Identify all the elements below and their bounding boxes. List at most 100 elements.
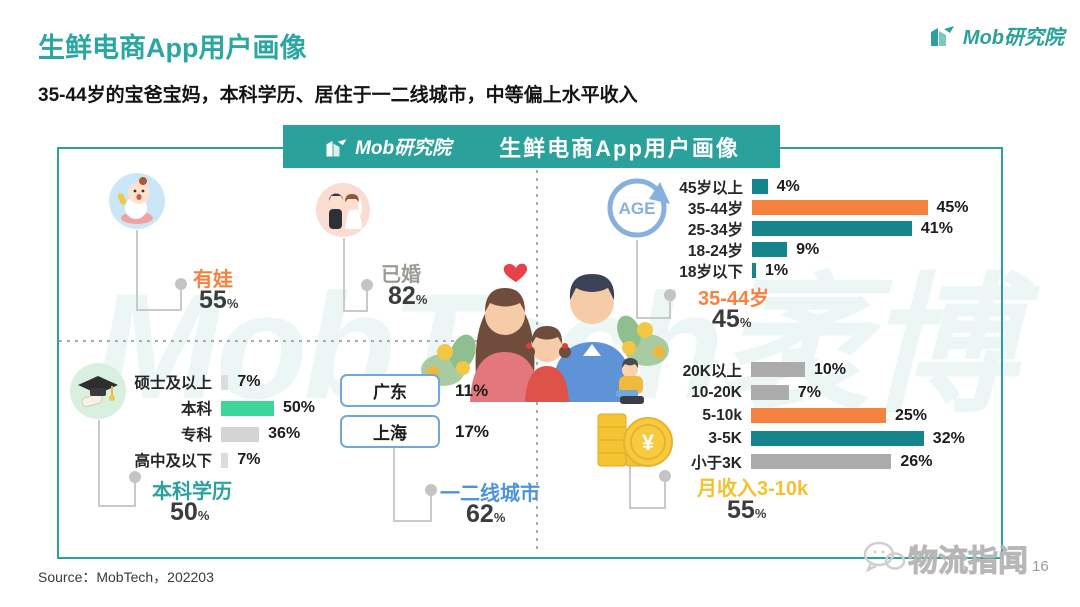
chart-row-income: 10-20K 7% xyxy=(650,381,965,404)
chart-row-age: 25-34岁 41% xyxy=(637,218,969,239)
page-number: 16 xyxy=(1032,558,1049,575)
svg-text:AGE: AGE xyxy=(619,199,656,218)
chart-row-age: 18岁以下 1% xyxy=(637,260,969,281)
chart-row-education: 专科 36% xyxy=(116,421,315,447)
city-name-box: 广东 xyxy=(340,374,440,407)
value-label: 45% xyxy=(936,198,969,216)
value-label: 26% xyxy=(900,452,933,470)
brand-logo-text: Mob研究院 xyxy=(962,26,1064,49)
age-chart: 45岁以上 4% 35-44岁 45% 25-34岁 41% 18-24岁 9% 18岁以下 1% xyxy=(637,176,969,281)
category-label: 硕士及以上 xyxy=(134,375,212,392)
value-label: 4% xyxy=(776,177,800,195)
income-highlight-value: 55% xyxy=(727,496,767,524)
age-highlight-value: 45% xyxy=(712,305,752,333)
married-value: 82% xyxy=(388,282,428,310)
city-value: 17% xyxy=(455,421,490,441)
panel-header-title: 生鲜电商App用户画像 xyxy=(499,135,740,161)
bar xyxy=(752,179,768,194)
bar xyxy=(221,452,229,468)
bar xyxy=(752,263,756,278)
value-label: 1% xyxy=(765,261,789,279)
coin-stack: ¥ xyxy=(597,413,673,467)
education-highlight-value: 50% xyxy=(170,498,210,526)
category-label: 本科 xyxy=(180,401,212,418)
dad xyxy=(551,274,635,402)
education-chart: 硕士及以上 7% 本科 50% 专科 36% 高中及以下 7% xyxy=(116,369,315,473)
bar xyxy=(751,362,805,377)
value-label: 36% xyxy=(268,425,301,442)
svg-text:¥: ¥ xyxy=(642,430,655,455)
bar xyxy=(751,408,886,423)
income-chart: 20K以上 10% 10-20K 7% 5-10k 25% 3-5K 32% 小于3K 26% xyxy=(650,358,965,473)
daughter xyxy=(523,326,571,402)
wedding-couple-icon xyxy=(316,183,370,237)
value-label: 7% xyxy=(237,373,261,390)
bar xyxy=(221,374,229,390)
mob-building-icon-white xyxy=(323,134,349,160)
value-label: 41% xyxy=(920,219,953,237)
age-badge-icon: AGE xyxy=(602,172,672,242)
panel-header-brand: Mob研究院 xyxy=(323,133,451,160)
value-label: 32% xyxy=(932,429,965,447)
page-title: 生鲜电商App用户画像 xyxy=(38,33,307,63)
income-highlight-label: 月收入3-10k xyxy=(697,478,809,500)
baby-icon xyxy=(109,173,165,229)
category-label: 高中及以下 xyxy=(134,453,212,470)
category-label: 45岁以上 xyxy=(679,179,743,197)
chart-row-education: 高中及以下 7% xyxy=(116,447,315,473)
bar xyxy=(221,400,274,416)
value-label: 50% xyxy=(283,399,316,416)
value-label: 10% xyxy=(814,360,847,378)
category-label: 3-5K xyxy=(708,429,742,447)
value-label: 9% xyxy=(796,240,820,258)
mob-building-icon xyxy=(927,20,957,50)
chart-row-age: 18-24岁 9% xyxy=(637,239,969,260)
chart-row-education: 本科 50% xyxy=(116,395,315,421)
source-note: Source：MobTech，202203 xyxy=(38,569,214,585)
money-coins-icon: ¥ xyxy=(592,358,676,470)
city-highlight-label: 一二线城市 xyxy=(440,483,540,505)
graduation-cap-icon xyxy=(70,363,126,419)
education-highlight-label: 本科学历 xyxy=(152,481,232,503)
chart-row-education: 硕士及以上 7% xyxy=(116,369,315,395)
city-value: 11% xyxy=(455,380,489,400)
chart-row-income: 20K以上 10% xyxy=(650,358,965,381)
category-label: 35-44岁 xyxy=(687,200,743,218)
chart-row-income: 小于3K 26% xyxy=(650,450,965,473)
city-name-box: 上海 xyxy=(340,415,440,448)
flowers-right xyxy=(617,315,669,366)
category-label: 专科 xyxy=(180,427,212,444)
kids-label: 有娃 xyxy=(193,269,233,291)
kids-value: 55% xyxy=(199,286,239,314)
city-list: 广东 11% 上海 17% xyxy=(340,374,489,448)
chart-row-age: 45岁以上 4% xyxy=(637,176,969,197)
bar xyxy=(751,454,892,469)
bar xyxy=(752,200,928,215)
bar xyxy=(752,242,788,257)
category-label: 5-10k xyxy=(702,406,742,424)
heart-icon xyxy=(503,263,528,282)
brand-logo: Mob研究院 xyxy=(927,20,1064,50)
category-label: 25-34岁 xyxy=(687,221,743,239)
category-label: 10-20K xyxy=(691,383,742,401)
category-label: 20K以上 xyxy=(682,362,742,380)
bar xyxy=(221,426,260,442)
page-subtitle: 35-44岁的宝爸宝妈，本科学历、居住于一二线城市，中等偏上水平收入 xyxy=(38,85,638,106)
category-label: 18-24岁 xyxy=(687,242,743,260)
chart-row-income: 3-5K 32% xyxy=(650,427,965,450)
city-highlight-value: 62% xyxy=(466,500,506,528)
category-label: 18岁以下 xyxy=(679,263,743,281)
city-row: 上海 17% xyxy=(340,415,489,448)
age-highlight-label: 35-44岁 xyxy=(698,288,770,310)
chart-row-age: 35-44岁 45% xyxy=(637,197,969,218)
mom xyxy=(470,288,540,402)
category-label: 小于3K xyxy=(691,454,742,472)
value-label: 7% xyxy=(237,451,261,468)
bar xyxy=(751,431,924,446)
married-label: 已婚 xyxy=(381,264,421,286)
city-row: 广东 11% xyxy=(340,374,489,407)
chart-row-income: 5-10k 25% xyxy=(650,404,965,427)
panel-header-brand-text: Mob研究院 xyxy=(355,138,452,159)
bar xyxy=(751,385,789,400)
